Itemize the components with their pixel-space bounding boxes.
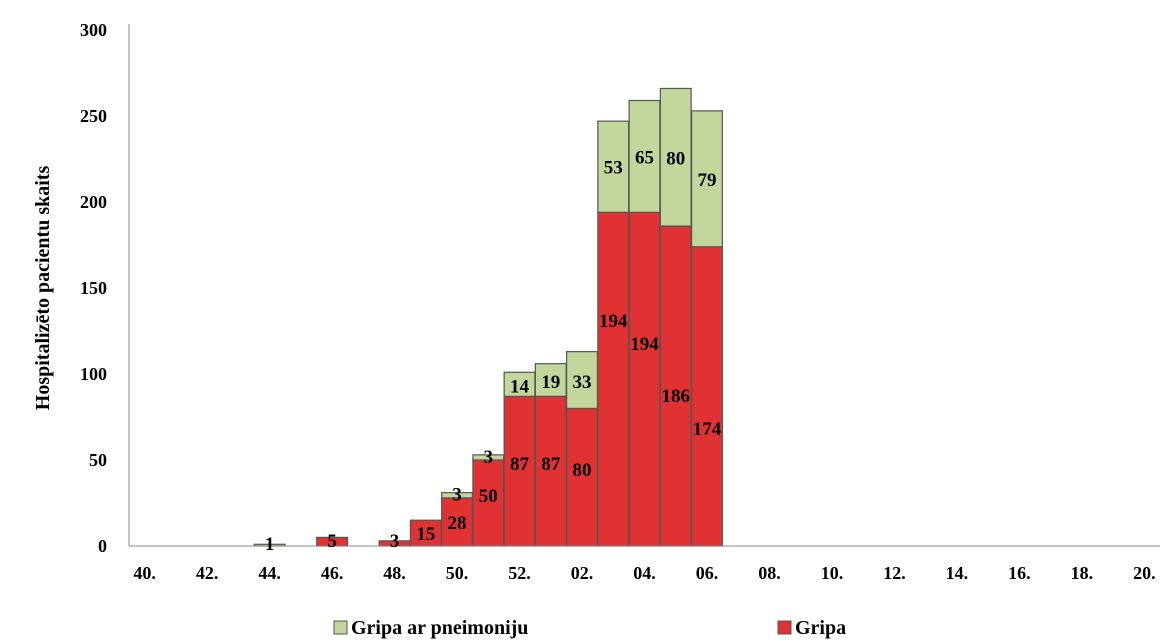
data-label: 194 [599, 311, 628, 332]
x-tick-label: 02. [571, 563, 594, 583]
bar-gripa-ar-pneimoniju [534, 363, 567, 397]
legend: Gripa ar pneimoniju Gripa [333, 617, 846, 639]
data-label: 3 [484, 447, 494, 468]
data-label: 53 [604, 158, 623, 179]
data-label: 3 [452, 485, 462, 506]
bar-gripa-ar-pneimoniju [472, 454, 505, 461]
x-axis-ticks: 40. 42. 44. 46. 48. 50. 52. 02. 04. 06. 08. 10. 12. 1… [133, 563, 1155, 583]
data-label: 80 [666, 148, 685, 169]
x-tick-label: 44. [258, 563, 281, 583]
legend-swatch [777, 620, 792, 635]
x-tick-label: 16. [1008, 563, 1031, 583]
y-tick-label: 0 [98, 536, 107, 556]
bar-gripa [690, 246, 723, 547]
x-tick-label: 18. [1071, 563, 1094, 583]
data-label: 87 [510, 454, 530, 475]
x-tick-label: 14. [946, 563, 969, 583]
data-label: 87 [541, 454, 561, 475]
y-tick-label: 300 [80, 20, 107, 40]
x-tick-label: 08. [758, 563, 781, 583]
y-axis-title: Hospitalizēto pacientu skaits [32, 166, 54, 411]
y-tick-label: 50 [89, 450, 107, 470]
x-tick-label: 20. [1133, 563, 1156, 583]
x-tick-label: 52. [508, 563, 531, 583]
bar-gripa-ar-pneimoniju [690, 110, 723, 248]
data-label: 28 [448, 513, 467, 534]
data-label: 33 [573, 372, 592, 393]
x-tick-label: 04. [633, 563, 656, 583]
data-label: 79 [697, 170, 716, 191]
bar-gripa-ar-pneimoniju [503, 371, 536, 397]
x-tick-label: 46. [321, 563, 344, 583]
bars [253, 87, 723, 547]
data-label: 1 [265, 534, 275, 555]
data-label: 65 [635, 147, 654, 168]
data-label: 3 [390, 531, 400, 552]
bar-gripa [628, 211, 661, 547]
y-tick-label: 100 [80, 364, 107, 384]
legend-label: Gripa ar pneimoniju [351, 617, 528, 639]
bar-gripa [659, 225, 692, 547]
bar-gripa-ar-pneimoniju [566, 351, 599, 410]
y-tick-label: 150 [80, 278, 107, 298]
bar-gripa [597, 211, 630, 547]
x-tick-label: 06. [696, 563, 719, 583]
data-label: 194 [630, 334, 659, 355]
x-tick-label: 12. [883, 563, 906, 583]
legend-swatch [333, 620, 348, 635]
data-label: 19 [541, 372, 560, 393]
y-tick-label: 250 [80, 106, 107, 126]
legend-label: Gripa [795, 617, 846, 639]
y-axis-title-group: Hospitalizēto pacientu skaits [32, 166, 54, 411]
y-tick-label: 200 [80, 192, 107, 212]
y-axis-ticks: 0 50 100 150 200 250 300 [80, 20, 107, 556]
bar-gripa-ar-pneimoniju [441, 492, 474, 499]
data-label: 174 [693, 419, 722, 440]
bar-gripa [409, 519, 442, 547]
x-tick-label: 42. [196, 563, 219, 583]
data-label: 5 [327, 531, 337, 552]
x-tick-label: 50. [446, 563, 469, 583]
x-tick-label: 40. [133, 563, 156, 583]
data-label: 15 [416, 524, 435, 545]
data-label: 186 [661, 386, 690, 407]
bar-gripa [472, 459, 505, 547]
data-label: 14 [510, 376, 530, 397]
x-tick-label: 48. [383, 563, 406, 583]
data-label: 50 [479, 486, 498, 507]
data-label: 80 [573, 460, 592, 481]
axes [128, 24, 1160, 547]
x-tick-label: 10. [821, 563, 844, 583]
